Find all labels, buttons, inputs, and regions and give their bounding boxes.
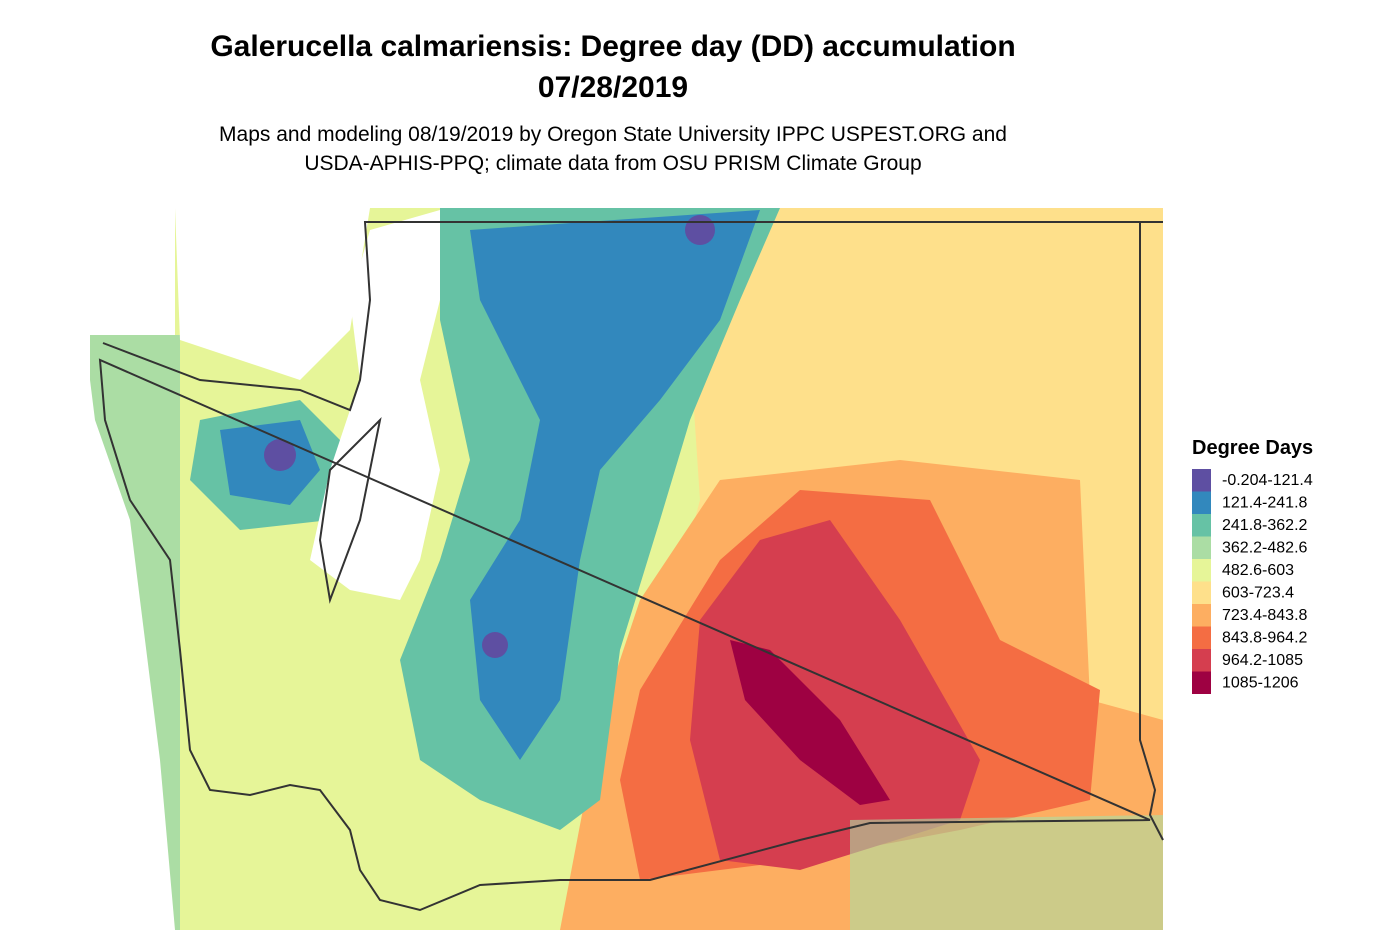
legend-label: 121.4-241.8 xyxy=(1222,495,1308,512)
legend-swatch xyxy=(1192,559,1211,582)
legend-swatch xyxy=(1192,626,1211,649)
legend-label: 964.2-1085 xyxy=(1222,652,1303,669)
legend-swatch xyxy=(1192,491,1211,514)
legend-label: -0.204-121.4 xyxy=(1222,472,1313,489)
map-raster xyxy=(90,208,1163,930)
raster-zone xyxy=(685,215,715,245)
title-date: 07/28/2019 xyxy=(538,71,688,104)
legend-swatch xyxy=(1192,604,1211,627)
legend-label: 241.8-362.2 xyxy=(1222,517,1308,534)
legend-title: Degree Days xyxy=(1192,437,1313,459)
raster-zone xyxy=(482,632,508,658)
legend-swatch xyxy=(1192,514,1211,537)
legend-swatch xyxy=(1192,469,1211,492)
raster-zone xyxy=(690,520,980,870)
raster-zone xyxy=(264,439,296,471)
legend: -0.204-121.4 121.4-241.8 241.8-362.2 362.2-… xyxy=(1192,469,1313,694)
legend-label: 1085-1206 xyxy=(1222,675,1299,692)
legend-label: 843.8-964.2 xyxy=(1222,630,1308,647)
legend-label: 723.4-843.8 xyxy=(1222,607,1308,624)
state-outline xyxy=(98,221,1164,912)
subtitle: Maps and modeling 08/19/2019 by Oregon S… xyxy=(219,123,1007,146)
raster-zone xyxy=(90,335,180,930)
legend-swatch xyxy=(1192,536,1211,559)
legend-swatch xyxy=(1192,649,1211,672)
legend-swatch xyxy=(1192,581,1211,604)
legend-swatch xyxy=(1192,671,1211,694)
legend-label: 362.2-482.6 xyxy=(1222,540,1308,557)
title: Galerucella calmariensis: Degree day (DD… xyxy=(210,30,1015,63)
water xyxy=(310,210,440,600)
subtitle: USDA-APHIS-PPQ; climate data from OSU PR… xyxy=(304,152,921,175)
legend-label: 482.6-603 xyxy=(1222,562,1294,579)
legend-label: 603-723.4 xyxy=(1222,585,1294,602)
raster-zone xyxy=(470,210,760,760)
raster-zone xyxy=(730,640,890,805)
water xyxy=(175,208,370,380)
raster-zone xyxy=(850,815,1163,930)
